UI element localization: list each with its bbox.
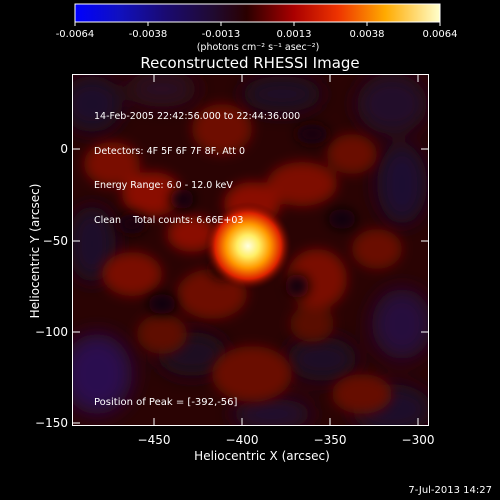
footer-date: 7-Jul-2013 14:27 [408,485,492,496]
colorbar-tick-label: 0.0064 [423,29,458,40]
colorbar: -0.0064 -0.0038 -0.0013 0.0013 0.0038 0.… [56,3,458,53]
x-tick-label: −450 [138,433,171,447]
colorbar-ticks [74,22,441,26]
colorbar-tick-label: -0.0038 [129,29,168,40]
image-title: Reconstructed RHESSI Image [140,54,360,72]
flare-peak [204,202,292,290]
x-tick-label: −300 [402,433,435,447]
info-line: Energy Range: 6.0 - 12.0 keV [94,180,233,191]
x-tick-label: −400 [226,433,259,447]
colorbar-tick-label: -0.0064 [56,29,95,40]
colorbar-tick-label: 0.0038 [350,29,385,40]
colorbar-tick-label: -0.0013 [202,29,241,40]
background-noise [72,74,429,426]
y-tick-label: 0 [60,142,68,156]
y-tick-label: −100 [35,325,68,339]
colorbar-gradient [74,3,441,23]
y-axis-label: Heliocentric Y (arcsec) [28,183,42,319]
x-tick-label: −350 [314,433,347,447]
x-axis-label: Heliocentric X (arcsec) [194,449,330,463]
observation-info: 14-Feb-2005 22:42:56.000 to 22:44:36.000… [94,88,300,238]
y-tick-label: −150 [35,416,68,430]
y-tick-label: −50 [43,234,68,248]
info-line: Clean Total counts: 6.66E+03 [94,214,244,226]
colorbar-unit-label: (photons cm⁻² s⁻¹ asec⁻²) [197,42,320,53]
peak-position-label: Position of Peak = [-392,-56] [94,397,238,408]
dark-holes [118,124,356,314]
image-panel [72,74,429,426]
info-line: Detectors: 4F 5F 6F 7F 8F, Att 0 [94,145,246,157]
info-line: 14-Feb-2005 22:42:56.000 to 22:44:36.000 [94,111,301,122]
colorbar-tick-label: 0.0013 [277,29,312,40]
